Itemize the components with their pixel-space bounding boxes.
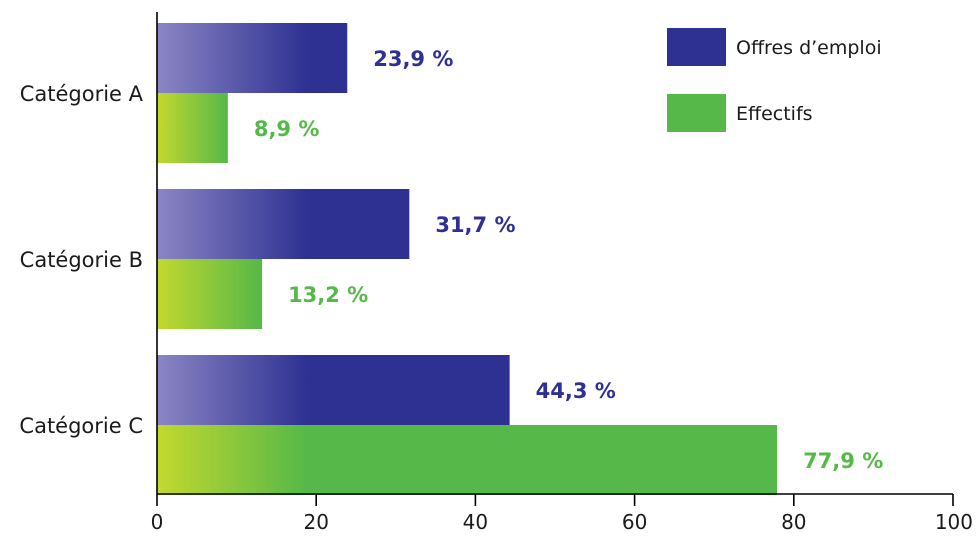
category-label-3: Catégorie C: [19, 414, 143, 438]
bar-offres-2: [157, 189, 410, 259]
data-label-effectifs-1: 8,9 %: [254, 117, 320, 141]
bar-effectifs-3: [157, 425, 778, 495]
bars-group: [157, 23, 778, 495]
x-tick-label-20: 20: [303, 510, 328, 534]
bar-offres-1: [157, 23, 348, 93]
data-label-effectifs-2: 13,2 %: [288, 283, 368, 307]
bar-effectifs-1: [157, 93, 228, 163]
category-labels-group: Catégorie A Catégorie B Catégorie C: [19, 82, 143, 438]
x-tick-label-60: 60: [622, 510, 647, 534]
data-labels-group: 23,9 % 8,9 % 31,7 % 13,2 % 44,3 % 77,9 %: [254, 47, 883, 473]
data-label-offres-1: 23,9 %: [373, 47, 453, 71]
x-tick-label-0: 0: [151, 510, 164, 534]
bar-offres-3: [157, 355, 510, 425]
x-tick-label-100: 100: [935, 510, 973, 534]
data-label-offres-2: 31,7 %: [435, 213, 515, 237]
x-axis: 0 20 40 60 80 100: [151, 493, 973, 534]
x-tick-label-80: 80: [781, 510, 806, 534]
legend: Offres d’emploi Effectifs: [667, 28, 882, 132]
category-label-1: Catégorie A: [20, 82, 144, 106]
legend-swatch-offres: [667, 28, 726, 66]
legend-label-offres: Offres d’emploi: [736, 37, 882, 59]
x-tick-label-40: 40: [463, 510, 488, 534]
data-label-offres-3: 44,3 %: [536, 379, 616, 403]
data-label-effectifs-3: 77,9 %: [803, 449, 883, 473]
bar-effectifs-2: [157, 259, 263, 329]
legend-label-effectifs: Effectifs: [736, 103, 813, 125]
category-label-2: Catégorie B: [20, 248, 143, 272]
legend-swatch-effectifs: [667, 94, 726, 132]
